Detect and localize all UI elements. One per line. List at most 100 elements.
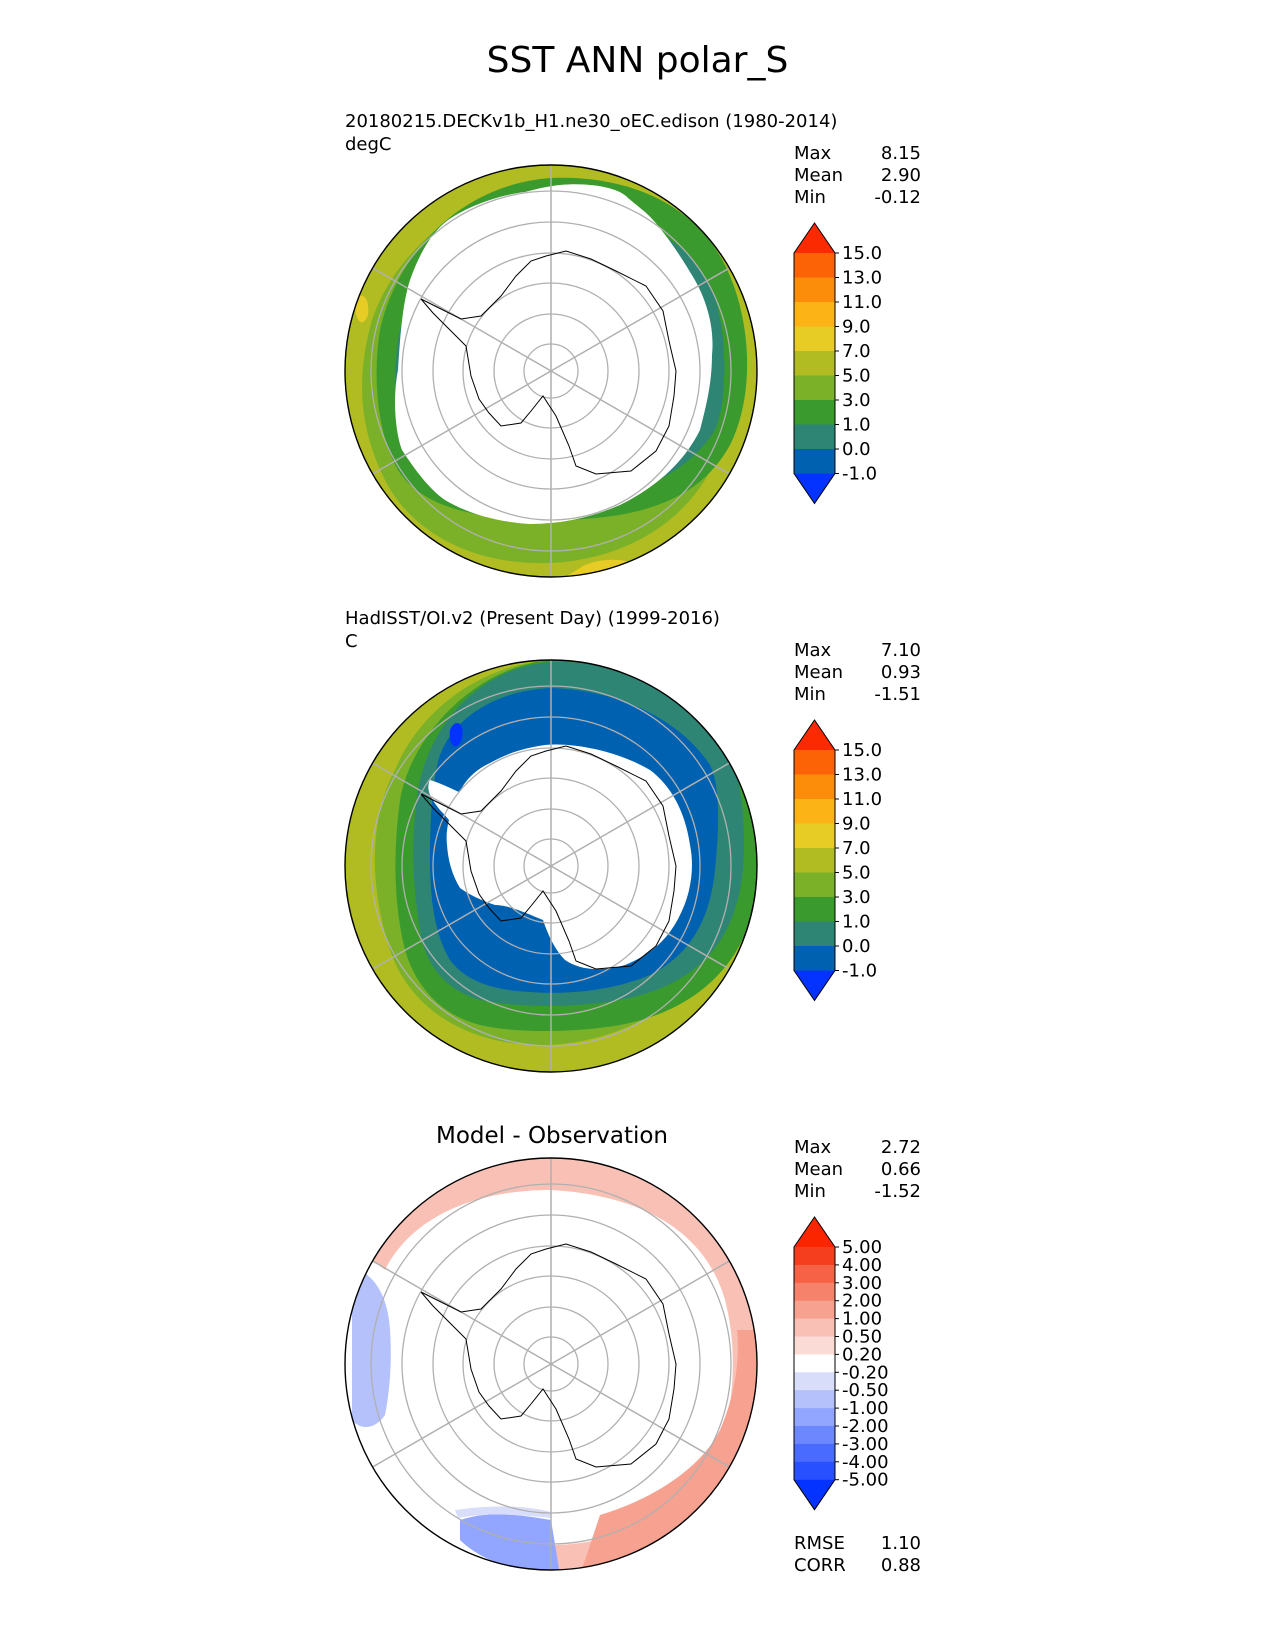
colorbar-tick-label: 0.0 [842,936,871,957]
colorbar-extend-max [794,1217,835,1247]
colorbar-tick-label: -1.0 [842,464,877,485]
colorbar-tick-label: -5.00 [842,1470,889,1491]
stat-mean: Mean 2.90 [794,165,921,186]
figure-title: SST ANN polar_S [486,40,789,81]
diff-neg-south [460,1514,560,1570]
panel-2-units: C [345,631,358,652]
colorbar-segment [794,1390,835,1409]
colorbar-segment [794,774,835,800]
colorbar-extend-max [794,223,835,253]
colorbar-segment [794,277,835,303]
panel-2-stats: Max 7.10 Mean 0.93 Min -1.51 [794,640,921,706]
colorbar-segment [794,823,835,849]
colorbar-tick-label: 3.0 [842,887,871,908]
panel-3-title: Model - Observation [435,1123,669,1149]
colorbar-tick-label: 15.0 [842,243,882,264]
colorbar-tick-label: 9.0 [842,814,871,835]
colorbar-tick-label: 2.00 [842,1291,882,1312]
antarctica-coastline [420,250,677,475]
colorbar-segment [794,1372,835,1391]
colorbar-tick-label: -0.20 [842,1362,889,1383]
colorbar-segment [794,302,835,327]
colorbar-segment [794,1408,835,1427]
colorbar-tick-label: -2.00 [842,1416,889,1437]
colorbar-segment [794,1247,835,1266]
colorbar-extend-min [794,970,835,1001]
stat-max: Max 2.72 [794,1137,921,1158]
colorbar-tick-label: 1.00 [842,1309,882,1330]
meridian-line [372,267,730,475]
colorbar-tick-label: 1.0 [842,912,871,933]
map-1-border [344,164,758,578]
colorbar-segment [794,1282,835,1302]
colorbar-tick-label: 13.0 [842,268,882,289]
colorbar-segment [794,326,835,352]
antarctic-peninsula [428,780,465,835]
sst-patch-cold [449,723,463,747]
map-3-graticule [344,1157,758,1571]
colorbar-segment [794,946,835,971]
meridian-line [372,1260,730,1468]
sst-patch-warm [354,295,369,323]
stat-max: Max 7.10 [794,640,921,661]
map-3-border [344,1157,758,1571]
map-2-graticule [344,659,758,1073]
colorbar-extend-max [794,720,835,750]
colorbar-tick-label: 3.00 [842,1273,882,1294]
colorbar-tick-label: 5.0 [842,366,871,387]
colorbar-segment [794,1300,835,1320]
colorbar-segment [794,897,835,922]
metric-rmse: RMSE 1.10 [794,1533,921,1554]
colorbar-tick-label: -1.00 [842,1398,889,1419]
colorbar-segment [794,750,835,775]
map-overlays [344,164,758,1571]
antarctica-coastline [420,745,677,970]
colorbar-segment [794,1336,835,1355]
panel-1-units: degC [345,134,392,155]
antarctica-land [446,744,692,970]
panel-1-stats: Max 8.15 Mean 2.90 Min -0.12 [794,143,921,209]
colorbar-segment [794,253,835,278]
panel-2-title: HadISST/OI.v2 (Present Day) (1999-2016) [345,608,720,629]
colorbar-segment [794,449,835,474]
stat-min: Min -1.52 [794,1181,921,1202]
diff-neg-light [455,1506,551,1518]
colorbar-segment [794,872,835,898]
stat-min: Min -1.51 [794,684,921,705]
colorbar-segment [794,1443,835,1463]
colorbar-tick-label: 7.0 [842,341,871,362]
colorbars: -1.0 0.0 1.0 3.0 5.0 7.0 9.0 11.0 13.0 15.0 -1.0 0.… [793,222,889,1511]
colorbar-tick-label: 4.00 [842,1255,882,1276]
antarctica-coastline [420,1243,677,1468]
metric-corr: CORR 0.88 [794,1555,921,1576]
colorbar-tick-label: -1.0 [842,961,877,982]
colorbar-segment [794,1318,835,1337]
colorbar-segment [794,921,835,947]
colorbar-1: -1.0 0.0 1.0 3.0 5.0 7.0 9.0 11.0 13.0 15.0 [793,222,882,505]
colorbar-tick-label: 0.20 [842,1344,882,1365]
panel-1-title: 20180215.DECKv1b_H1.ne30_oEC.edison (198… [345,111,838,132]
colorbar-segment [794,351,835,376]
colorbar-tick-label: -4.00 [842,1452,889,1473]
colorbar-tick-label: 5.00 [842,1237,882,1258]
colorbar-segment [794,1461,835,1481]
colorbar-tick-label: 0.50 [842,1327,882,1348]
stat-max: Max 8.15 [794,143,921,164]
map-1-graticule [344,164,758,578]
colorbar-tick-label: 5.0 [842,863,871,884]
colorbar-tick-label: 3.0 [842,390,871,411]
colorbar-segment [794,799,835,824]
colorbar-tick-label: 7.0 [842,838,871,859]
colorbar-tick-label: 11.0 [842,789,882,810]
colorbar-segment [794,375,835,401]
colorbar-tick-label: -3.00 [842,1434,889,1455]
colorbar-3: -5.00-4.00-3.00-2.00-1.00-0.50-0.200.200… [793,1216,889,1511]
panel-3-metrics: RMSE 1.10 CORR 0.88 [794,1533,921,1577]
colorbar-segment [794,424,835,450]
colorbar-segment [794,400,835,425]
stat-mean: Mean 0.66 [794,1159,921,1180]
colorbar-segment [794,848,835,873]
sea-ice-mask [395,184,713,524]
colorbar-2: -1.0 0.0 1.0 3.0 5.0 7.0 9.0 11.0 13.0 15.0 [793,719,882,1002]
